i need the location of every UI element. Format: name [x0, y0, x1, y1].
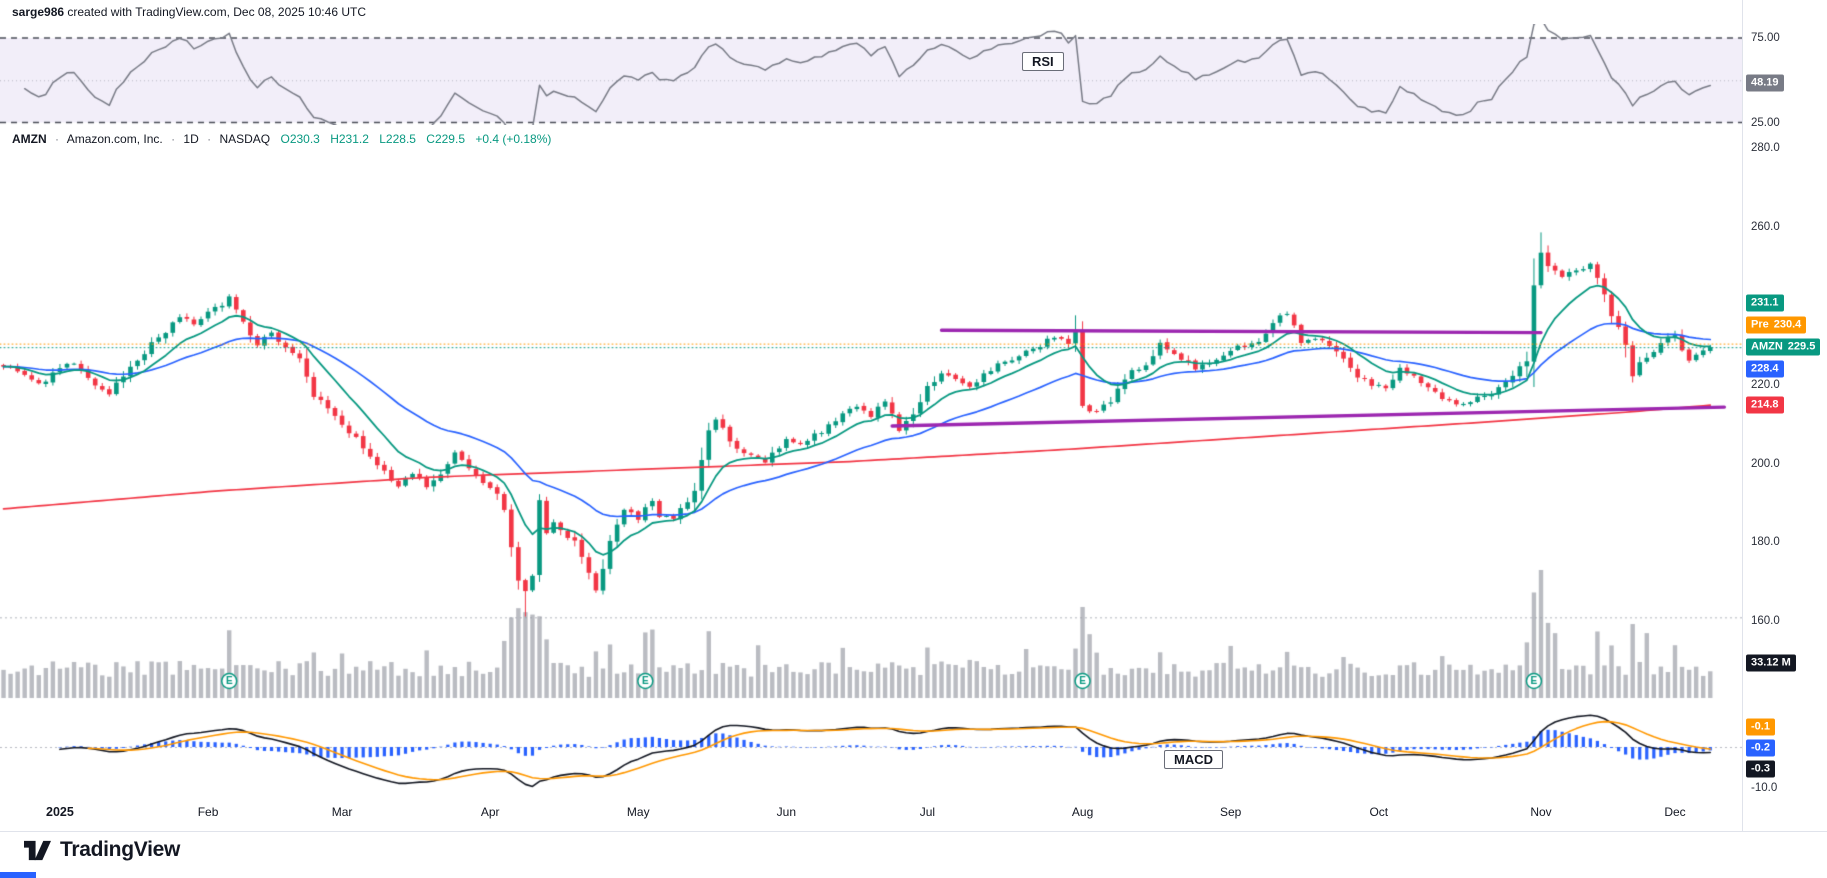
- badge-value: -0.1: [1751, 720, 1770, 733]
- time-axis-label: Jun: [776, 805, 797, 819]
- macd-pane-label[interactable]: MACD: [1164, 750, 1223, 769]
- axis-tick-label: 280.0: [1751, 142, 1780, 154]
- legend-exchange: NASDAQ: [219, 132, 271, 146]
- time-axis-label: Nov: [1530, 805, 1552, 819]
- macd-value-badge: -0.2: [1746, 739, 1775, 757]
- time-axis-label: Aug: [1071, 805, 1094, 819]
- badge-value: 214.8: [1751, 398, 1779, 411]
- macd-pane: MACD: [0, 700, 1742, 795]
- price-pane: AMZN · Amazon.com, Inc. · 1D · NASDAQ O2…: [0, 125, 1742, 700]
- badge-value: 33.12 M: [1751, 656, 1791, 669]
- time-axis-label: Feb: [197, 805, 219, 819]
- time-axis[interactable]: 2025 Feb Mar Apr May Jun Jul Aug Sep Oct Nov Dec: [0, 795, 1742, 831]
- badge-prefix: Pre: [1751, 318, 1769, 331]
- tradingview-brand-text[interactable]: TradingView: [60, 837, 181, 861]
- rsi-pane-label[interactable]: RSI: [1022, 52, 1064, 71]
- author-name: sarge986: [12, 5, 65, 19]
- volume-badge: 33.12 M: [1746, 654, 1796, 672]
- axis-tick-label: 25.00: [1751, 116, 1780, 129]
- legend-company-name: Amazon.com, Inc.: [66, 132, 163, 146]
- axis-tick-label: 220.0: [1751, 378, 1780, 391]
- badge-prefix: AMZN: [1751, 340, 1783, 353]
- price-badge: Pre 230.4: [1746, 316, 1807, 334]
- price-badge: 228.4: [1746, 360, 1784, 378]
- legend-separator: ·: [55, 132, 60, 146]
- attribution-text: created with TradingView.com, Dec 08, 20…: [64, 5, 366, 19]
- price-badge: 214.8: [1746, 396, 1784, 414]
- macd-value-badge: -0.3: [1746, 760, 1775, 778]
- macd-plot-canvas[interactable]: [0, 700, 1742, 795]
- rsi-value-badge: 48.19: [1746, 74, 1784, 92]
- footer: TradingView: [24, 836, 180, 863]
- legend-high: H231.2: [330, 132, 369, 146]
- axis-tick-label: 160.0: [1751, 615, 1780, 628]
- axis-tick-label: 200.0: [1751, 457, 1780, 470]
- price-axis[interactable]: 280.0 260.0 220.0 200.0 180.0 160.0 75.00 25.00…: [1742, 0, 1827, 831]
- time-axis-label: May: [626, 805, 650, 819]
- legend-separator: ·: [171, 132, 176, 146]
- badge-value: 229.5: [1787, 340, 1816, 353]
- badge-value: 231.1: [1751, 296, 1779, 309]
- symbol-legend: AMZN · Amazon.com, Inc. · 1D · NASDAQ O2…: [12, 132, 551, 146]
- axis-tick-label: 260.0: [1751, 220, 1780, 233]
- time-axis-label: Apr: [480, 805, 500, 819]
- legend-separator: ·: [207, 132, 212, 146]
- rsi-pane: RSI: [0, 24, 1742, 125]
- legend-low: L228.5: [379, 132, 416, 146]
- legend-symbol[interactable]: AMZN: [12, 132, 47, 146]
- badge-value: -0.2: [1751, 741, 1770, 754]
- badge-value: -0.3: [1751, 762, 1770, 775]
- legend-interval[interactable]: 1D: [183, 132, 199, 146]
- price-badge: 231.1: [1746, 294, 1784, 312]
- legend-close: C229.5: [426, 132, 465, 146]
- price-plot-canvas[interactable]: [0, 125, 1742, 700]
- axis-tick-label: -10.0: [1751, 782, 1778, 794]
- tradingview-logo-icon[interactable]: [24, 836, 51, 863]
- time-axis-label: Oct: [1369, 805, 1389, 819]
- time-axis-label: Jul: [919, 805, 936, 819]
- badge-value: 48.19: [1751, 76, 1779, 89]
- watermark-attribution: sarge986 created with TradingView.com, D…: [12, 5, 366, 19]
- macd-value-badge: -0.1: [1746, 718, 1775, 736]
- time-axis-label: Sep: [1219, 805, 1242, 819]
- axis-tick-label: 180.0: [1751, 536, 1780, 549]
- time-axis-label: Dec: [1664, 805, 1686, 819]
- legend-change: +0.4 (+0.18%): [475, 132, 552, 146]
- price-badge: AMZN 229.5: [1746, 338, 1821, 356]
- badge-value: 230.4: [1773, 318, 1802, 331]
- badge-value: 228.4: [1751, 362, 1779, 375]
- legend-open: O230.3: [280, 132, 320, 146]
- bottom-left-accent: [0, 872, 36, 878]
- time-axis-label: Mar: [331, 805, 353, 819]
- footer-separator: [0, 831, 1827, 832]
- time-axis-label: 2025: [46, 805, 74, 819]
- axis-tick-label: 75.00: [1751, 32, 1780, 44]
- rsi-plot-canvas[interactable]: [0, 24, 1742, 125]
